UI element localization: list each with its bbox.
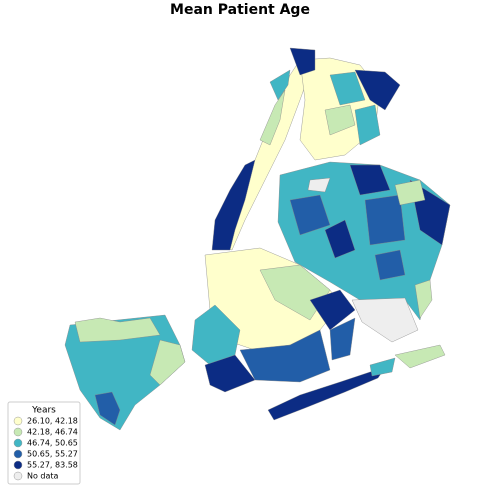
legend-label: 50.65, 55.27	[27, 450, 78, 459]
region	[354, 69, 401, 111]
region	[394, 179, 426, 206]
legend-label: 42.18, 46.74	[27, 428, 78, 437]
region	[329, 317, 356, 361]
legend-marker	[13, 427, 23, 437]
legend-marker	[13, 438, 23, 448]
legend-title: Years	[31, 406, 56, 416]
region	[269, 69, 291, 101]
legend: Years 26.10, 42.18 42.18, 46.74 46.74, 50.…	[7, 401, 81, 485]
region	[354, 104, 381, 146]
region	[394, 344, 446, 369]
legend-label: 26.10, 42.18	[27, 417, 78, 426]
region	[324, 104, 356, 136]
region	[307, 177, 331, 193]
region	[329, 71, 366, 106]
legend-marker	[13, 460, 23, 470]
legend-marker	[13, 471, 23, 481]
region	[351, 297, 419, 343]
region	[64, 314, 186, 431]
legend-label: 55.27, 83.58	[27, 461, 78, 470]
legend-label: 46.74, 50.65	[27, 439, 78, 448]
region	[289, 194, 331, 236]
legend-label: No data	[27, 472, 59, 481]
region	[414, 279, 433, 319]
region	[204, 354, 256, 393]
legend-marker	[13, 449, 23, 459]
region	[149, 339, 186, 386]
region	[374, 249, 406, 281]
region	[94, 391, 121, 426]
legend-marker	[13, 416, 23, 426]
region	[364, 194, 406, 246]
map-title: Mean Patient Age	[170, 2, 310, 18]
region	[211, 159, 256, 251]
region	[259, 89, 286, 146]
region	[349, 164, 391, 196]
map-regions	[64, 47, 451, 431]
region	[74, 317, 161, 343]
region	[369, 357, 396, 377]
region	[289, 47, 316, 76]
region	[309, 289, 356, 331]
legend-box	[7, 401, 81, 485]
region	[324, 219, 356, 259]
